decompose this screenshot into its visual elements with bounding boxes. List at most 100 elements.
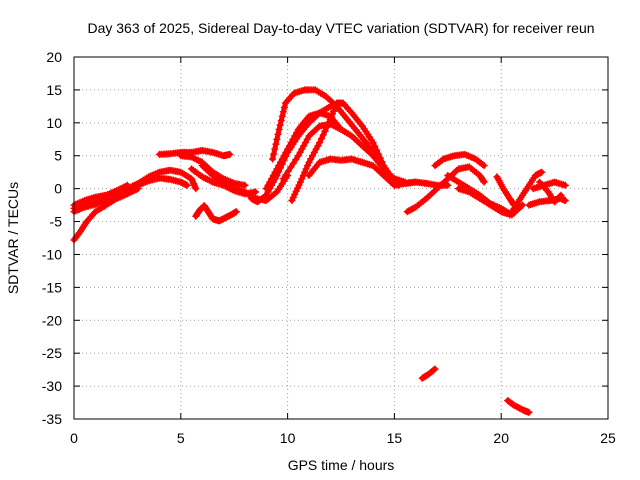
data-point <box>292 187 300 195</box>
data-point <box>279 108 287 116</box>
data-point <box>274 130 282 138</box>
data-point <box>189 178 197 186</box>
x-axis-label: GPS time / hours <box>288 457 395 473</box>
data-point <box>241 181 249 189</box>
series-arc-09 <box>198 162 292 204</box>
data-point <box>296 178 304 186</box>
data-point <box>479 161 487 168</box>
x-tick-label: 15 <box>387 430 403 446</box>
series-arc-18 <box>431 150 488 170</box>
data-point <box>273 135 281 143</box>
data-point <box>280 104 288 111</box>
series-arc-25 <box>536 178 565 206</box>
data-point <box>192 185 200 193</box>
data-point <box>371 142 379 150</box>
y-tick-label: 10 <box>46 115 62 131</box>
series-arc-05 <box>155 147 234 160</box>
data-point <box>226 150 234 158</box>
data-point <box>232 208 240 216</box>
data-point <box>191 183 199 191</box>
data-point <box>317 135 325 143</box>
series-arc-20 <box>455 185 512 218</box>
data-point <box>557 191 565 199</box>
data-point <box>321 127 329 135</box>
data-point <box>480 162 488 170</box>
y-tick-label: 0 <box>54 181 62 197</box>
plot-frame <box>73 56 609 420</box>
data-point <box>298 175 306 183</box>
data-point <box>430 366 438 374</box>
data-point <box>480 178 488 186</box>
data-point <box>374 150 382 158</box>
chart-title: Day 363 of 2025, Sidereal Day-to-day VTE… <box>87 20 594 36</box>
data-point <box>373 146 381 154</box>
data-point <box>288 197 296 204</box>
data-point <box>289 193 297 201</box>
series-arc-08 <box>192 202 240 225</box>
data-point <box>319 131 327 139</box>
series-arc-14 <box>279 120 409 186</box>
series-arc-11 <box>262 109 345 193</box>
y-tick-label: 15 <box>46 82 62 98</box>
data-point <box>556 192 564 200</box>
data-point <box>270 150 278 158</box>
data-point <box>123 181 131 189</box>
data-point <box>287 163 295 171</box>
data-point <box>282 171 290 179</box>
y-tick-label: 20 <box>46 49 62 65</box>
x-tick-label: 0 <box>70 430 78 446</box>
series-arc-22 <box>506 168 546 219</box>
y-axis-label: SDTVAR / TECUs <box>5 182 21 294</box>
tick-labels: 0 5 10 15 20 25 -35 -30 -25 -20 -15 -10 -5 0 5 10 15 20 <box>42 49 616 446</box>
axis-ticks <box>73 56 609 420</box>
series-arc-02 <box>70 174 191 216</box>
data-point <box>261 192 269 200</box>
data-point <box>302 165 310 173</box>
data-point <box>134 185 142 193</box>
data-point <box>294 184 302 192</box>
series-arc-04 <box>70 181 131 209</box>
data-point <box>183 181 191 189</box>
x-tick-label: 10 <box>280 430 296 446</box>
x-tick-label: 25 <box>600 430 616 446</box>
data-point <box>316 139 324 147</box>
data-point <box>444 181 452 189</box>
data-point <box>278 112 286 120</box>
x-tick-label: 20 <box>493 430 509 446</box>
data-point <box>292 156 300 164</box>
y-tick-label: -35 <box>42 411 62 427</box>
y-tick-label: -25 <box>42 345 62 361</box>
series-arc-03 <box>70 185 142 244</box>
data-point <box>276 121 284 129</box>
y-tick-label: -20 <box>42 312 62 328</box>
data-point <box>538 168 546 176</box>
y-tick-label: -30 <box>42 378 62 394</box>
data-point <box>275 125 283 133</box>
data-point <box>279 175 287 183</box>
data-point <box>431 365 439 373</box>
data-point <box>525 408 533 416</box>
data-point <box>289 159 297 167</box>
y-tick-label: -5 <box>50 214 63 230</box>
series-arc-21 <box>493 173 518 209</box>
y-tick-label: -15 <box>42 279 62 295</box>
gridlines <box>74 57 608 419</box>
data-point <box>277 117 285 125</box>
data-point <box>252 188 260 196</box>
y-tick-label: 5 <box>54 148 62 164</box>
data-point <box>304 162 311 170</box>
series-arc-26 <box>418 365 439 382</box>
data-point <box>271 145 279 153</box>
data-point <box>561 181 569 189</box>
series-arc-27 <box>504 397 533 416</box>
y-tick-label: -10 <box>42 246 62 262</box>
data-point <box>369 139 377 147</box>
data-point <box>269 155 277 163</box>
data-point <box>346 107 354 115</box>
data-point <box>272 140 280 148</box>
data-point <box>284 167 292 175</box>
series-arc-15 <box>305 155 398 189</box>
